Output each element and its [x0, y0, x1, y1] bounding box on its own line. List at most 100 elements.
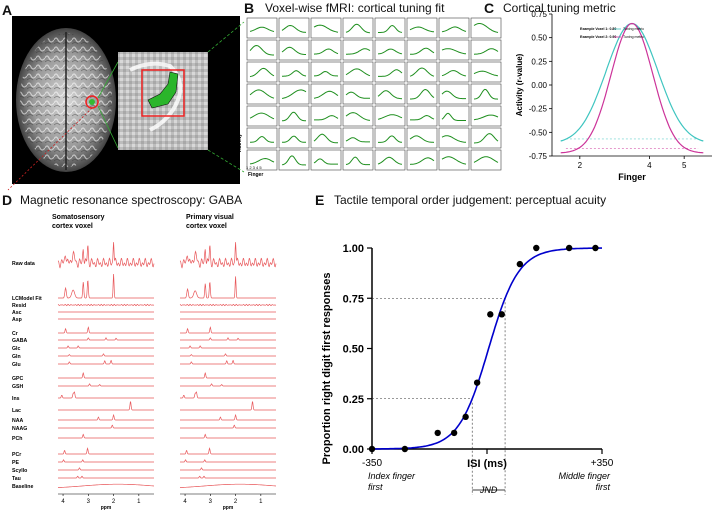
mrs-v1-trace	[180, 326, 276, 334]
e-right-caption-1: Middle finger	[558, 471, 611, 481]
mrs-s1-trace	[58, 326, 154, 334]
e-data-point	[462, 413, 469, 421]
mrs-v1-tick-label: 3	[209, 499, 213, 505]
tuning-curve-r5-c3	[345, 137, 370, 143]
mrs-s1-trace	[58, 371, 154, 379]
mrs-v1-trace	[180, 401, 276, 411]
tuning-curve-r6-c1	[281, 155, 307, 166]
tuning-cell-r2-c4	[374, 61, 406, 83]
tuning-curve-r3-c5	[410, 88, 435, 100]
zoom-roi-box	[141, 69, 185, 117]
mrs-s1-trace	[58, 391, 154, 399]
panel-e-title: Tactile temporal order judgement: percep…	[334, 193, 607, 207]
tuning-curve-r5-c1	[282, 135, 306, 143]
tuning-cell-r0-c4	[374, 17, 406, 39]
e-ytick-label: 0.50	[343, 344, 364, 356]
e-ytick-label: 0.00	[343, 444, 364, 456]
tuning-cell-r6-c0	[246, 149, 278, 171]
mrs-s1-trace	[58, 459, 154, 463]
e-data-point	[498, 311, 505, 318]
tuning-cell-r3-c0	[246, 83, 278, 105]
c-ytick-label: -0.50	[529, 128, 548, 137]
c-legend-entry: Example Voxel 1: 0.89	[580, 27, 616, 31]
tuning-cell-r2-c5	[406, 61, 438, 83]
tuning-curve-r0-c2	[313, 24, 339, 33]
mrs-s1-trace	[58, 424, 154, 429]
e-fit-curve	[372, 247, 602, 450]
panel-letter-e: E	[315, 192, 325, 208]
e-ytick-label: 1.00	[343, 243, 364, 255]
mrs-label-lac: Lac	[12, 408, 21, 414]
tuning-cell-r1-c7	[470, 39, 502, 61]
tuning-curve-r4-c4	[377, 114, 403, 120]
tuning-curve-r1-c3	[346, 48, 371, 55]
tuning-cell-r5-c0	[246, 127, 278, 149]
mrs-label-gpc: GPC	[12, 376, 23, 382]
panel-b-ticks: 1 2 3 4 5	[246, 165, 262, 170]
c-legend-metric: Tuning metric	[623, 27, 644, 31]
e-ytick-label: 0.25	[343, 394, 364, 406]
tuning-cell-r5-c1	[278, 127, 310, 149]
mrs-s1-trace	[57, 303, 155, 307]
tuning-curve-r3-c3	[345, 91, 370, 99]
c-ytick-label: 0.50	[531, 34, 547, 43]
e-data-point	[450, 429, 458, 437]
connector-a-b-top	[207, 21, 245, 53]
mrs-s1-trace	[58, 359, 154, 365]
mrs-v1-trace	[180, 475, 276, 479]
tuning-cell-r5-c4	[374, 127, 406, 149]
tuning-curve-r5-c6	[441, 135, 467, 143]
tuning-curve-r1-c4	[377, 48, 403, 55]
mrs-label-lcmodel-fit: LCModel Fit	[12, 296, 42, 302]
e-xtick-label: +350	[591, 458, 614, 469]
mrs-s1-trace	[58, 475, 154, 479]
connector-a-d	[7, 107, 93, 191]
panel-letter-a: A	[2, 2, 13, 18]
mrs-label-asc: Asc	[12, 310, 22, 316]
tuning-cell-r5-c7	[470, 127, 502, 149]
tuning-curve-r2-c3	[345, 68, 371, 77]
mrs-v1-trace	[179, 483, 276, 488]
mrs-v1-trace	[180, 433, 276, 439]
tuning-curve-r1-c0	[249, 44, 274, 56]
mrs-v1-ppm-label: ppm	[223, 505, 234, 510]
tuning-cell-r0-c3	[342, 17, 374, 39]
mrs-v1-trace	[180, 276, 276, 299]
tuning-cell-r3-c3	[342, 83, 374, 105]
tuning-curve-r5-c4	[378, 135, 403, 143]
mrs-v1-trace	[180, 383, 276, 387]
tuning-cell-r3-c2	[310, 83, 342, 105]
tuning-cell-r4-c4	[374, 105, 406, 127]
tuning-curve-r2-c5	[409, 67, 435, 77]
connector-a-b-bottom	[207, 149, 245, 173]
tuning-cell-r5-c2	[310, 127, 342, 149]
tuning-curve-r2-c7	[473, 70, 499, 77]
panel-c-chart: 0.75 0.50 0.25 0.00 -0.25 -0.50 -0.75 2 4 5 Finger…	[515, 10, 712, 182]
tuning-curve-r0-c3	[345, 23, 371, 34]
tuning-cell-r3-c4	[374, 83, 406, 105]
tuning-curve-r2-c6	[441, 70, 467, 77]
mrs-label-glu: Glu	[12, 362, 21, 368]
c-xtick-label: 5	[682, 161, 687, 170]
tuning-cell-r5-c3	[342, 127, 374, 149]
panel-c-title: Cortical tuning metric	[503, 1, 616, 15]
panel-b-ylabel: Activity	[237, 134, 243, 152]
mrs-s1-trace	[57, 242, 155, 269]
e-ylabel: Proportion right digit first responses	[321, 273, 333, 465]
tuning-cell-r1-c4	[374, 39, 406, 61]
tuning-curve-r2-c2	[314, 70, 339, 77]
c-legend-entry: Example Voxel 2: 0.90	[580, 35, 616, 39]
mrs-label-raw-data: Raw data	[12, 261, 35, 267]
tuning-cell-r3-c6	[438, 83, 470, 105]
mrs-label-pe: PE	[12, 460, 19, 466]
mrs-s1-trace	[58, 383, 154, 387]
mrs-s1-trace	[58, 273, 154, 299]
e-data-point	[565, 244, 573, 252]
tuning-curve-r2-c0	[249, 67, 275, 78]
tuning-curve-r4-c1	[281, 111, 306, 122]
c-ylabel: Activity (r-value)	[515, 53, 524, 116]
mrs-col1-title-1: Somatosensory	[52, 214, 105, 221]
mrs-label-gaba: GABA	[12, 338, 28, 344]
mrs-col2-title-2: cortex voxel	[186, 223, 227, 230]
